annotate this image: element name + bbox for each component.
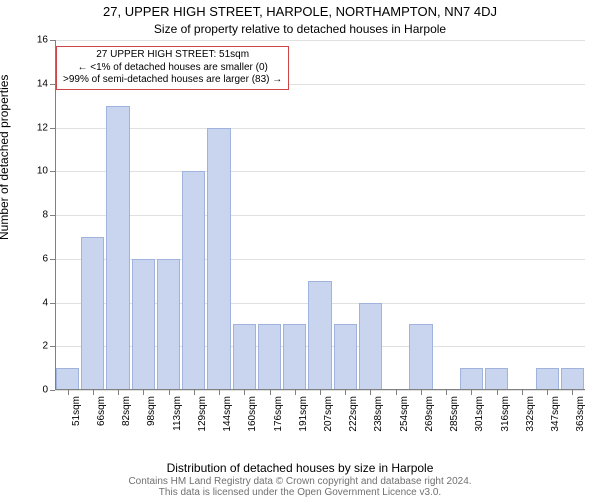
x-tick [244,390,245,395]
x-tick-label: 254sqm [399,396,410,432]
y-tick-label: 6 [42,253,55,264]
x-tick [370,390,371,395]
x-tick [118,390,119,395]
bar [460,368,483,390]
x-tick [547,390,548,395]
gridline [55,128,585,129]
gridline [55,40,585,41]
x-tick-label: 238sqm [373,396,384,432]
y-axis-line [55,40,56,390]
x-tick-label: 363sqm [575,396,586,432]
x-tick [471,390,472,395]
x-tick-label: 51sqm [71,396,82,426]
x-tick-label: 191sqm [298,396,309,432]
bar [409,324,432,390]
x-tick-label: 269sqm [424,396,435,432]
bar [359,303,382,391]
bar [182,171,205,390]
gridline [55,171,585,172]
attribution-text: Contains HM Land Registry data © Crown c… [0,476,600,498]
x-tick-label: 301sqm [474,396,485,432]
x-tick [522,390,523,395]
x-tick-label: 98sqm [146,396,157,426]
bar [258,324,281,390]
y-tick-label: 8 [42,210,55,221]
x-tick-label: 129sqm [197,396,208,432]
x-tick-label: 144sqm [222,396,233,432]
y-tick-label: 10 [37,166,55,177]
bar [283,324,306,390]
x-axis-line [55,389,585,390]
page-title-line2: Size of property relative to detached ho… [0,22,600,36]
bar [132,259,155,390]
x-tick [572,390,573,395]
y-tick-label: 4 [42,297,55,308]
y-tick-label: 2 [42,341,55,352]
bar [334,324,357,390]
bar [561,368,584,390]
x-tick [270,390,271,395]
x-tick-label: 207sqm [323,396,334,432]
x-tick [295,390,296,395]
x-tick [396,390,397,395]
bar [207,128,230,391]
bar [308,281,331,390]
x-tick-label: 285sqm [449,396,460,432]
x-tick [446,390,447,395]
y-tick-label: 12 [37,122,55,133]
x-tick [169,390,170,395]
x-tick [421,390,422,395]
x-tick [345,390,346,395]
x-tick [68,390,69,395]
bar [536,368,559,390]
x-tick-label: 332sqm [525,396,536,432]
x-tick-label: 160sqm [247,396,258,432]
x-tick [194,390,195,395]
y-tick-label: 16 [37,35,55,46]
bar [56,368,79,390]
bar-chart: 024681012141651sqm66sqm82sqm98sqm113sqm1… [55,40,585,390]
x-tick-label: 316sqm [500,396,511,432]
bar [106,106,129,390]
bar [485,368,508,390]
bar [157,259,180,390]
bar [233,324,256,390]
x-tick-label: 113sqm [172,396,183,431]
x-tick [143,390,144,395]
gridline [55,215,585,216]
annotation-box: 27 UPPER HIGH STREET: 51sqm ← <1% of det… [56,46,289,90]
x-tick-label: 82sqm [121,396,132,426]
annotation-line-3: >99% of semi-detached houses are larger … [63,74,282,85]
x-tick-label: 347sqm [550,396,561,432]
annotation-line-1: 27 UPPER HIGH STREET: 51sqm [96,49,249,60]
page-title-line1: 27, UPPER HIGH STREET, HARPOLE, NORTHAMP… [0,4,600,19]
y-tick-label: 0 [42,385,55,396]
x-tick-label: 176sqm [273,396,284,432]
x-tick [219,390,220,395]
x-tick [320,390,321,395]
x-tick-label: 66sqm [96,396,107,426]
x-tick [497,390,498,395]
y-tick-label: 14 [37,78,55,89]
y-axis-label: Number of detached properties [0,75,11,240]
annotation-line-2: ← <1% of detached houses are smaller (0) [77,62,267,73]
x-tick [93,390,94,395]
x-axis-label: Distribution of detached houses by size … [0,461,600,475]
bar [81,237,104,390]
x-tick-label: 222sqm [348,396,359,432]
